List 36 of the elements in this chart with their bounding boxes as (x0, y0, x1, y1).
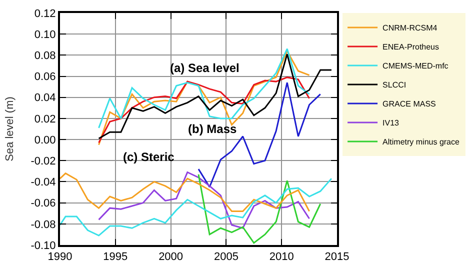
line-series (98, 50, 310, 146)
y-tick-label: -0.06 (30, 198, 56, 210)
legend-label: SLCCI (382, 80, 406, 90)
y-tick-label: -0.02 (30, 155, 56, 168)
annotation: (c) Steric (123, 150, 175, 164)
y-tick-label: -0.04 (30, 176, 56, 189)
line-series (60, 172, 310, 212)
line-series (198, 174, 322, 244)
legend-label: CNRM-RCSM4 (382, 24, 438, 33)
legend-label: IV13 (382, 118, 400, 128)
y-tick-label: 0.02 (34, 113, 56, 126)
line-series (98, 76, 310, 144)
y-tick-label: 0.04 (34, 92, 56, 104)
y-tick-label: -0.08 (30, 218, 56, 231)
y-tick-label: 0.10 (34, 28, 56, 41)
annotation: (a) Sea level (170, 61, 240, 75)
line-series (98, 53, 332, 140)
y-tick-label: 0.08 (34, 50, 56, 62)
legend-label: ENEA-Protheus (382, 42, 440, 52)
x-tick-label: 1995 (103, 251, 128, 264)
y-tick-label: 0.06 (34, 71, 56, 84)
annotation: (b) Mass (188, 122, 237, 136)
legend-label: Altimetry minus grace (382, 138, 460, 147)
x-tick-label: 2000 (158, 251, 184, 264)
legend-label: GRACE MASS (382, 100, 436, 109)
x-tick-label: 1990 (48, 251, 72, 264)
x-tick-label: 2005 (214, 251, 238, 264)
legend-label: CMEMS-MED-mfc (382, 62, 448, 71)
x-tick-label: 2010 (269, 251, 294, 264)
x-tick-label: 2015 (324, 251, 350, 264)
y-axis-title: Sea level (m) (4, 96, 16, 162)
line-series (98, 171, 310, 229)
line-series (60, 178, 332, 236)
y-tick-label: -0.10 (30, 240, 56, 252)
y-tick-label: 0.00 (34, 134, 56, 146)
y-tick-label: 0.12 (34, 8, 56, 20)
